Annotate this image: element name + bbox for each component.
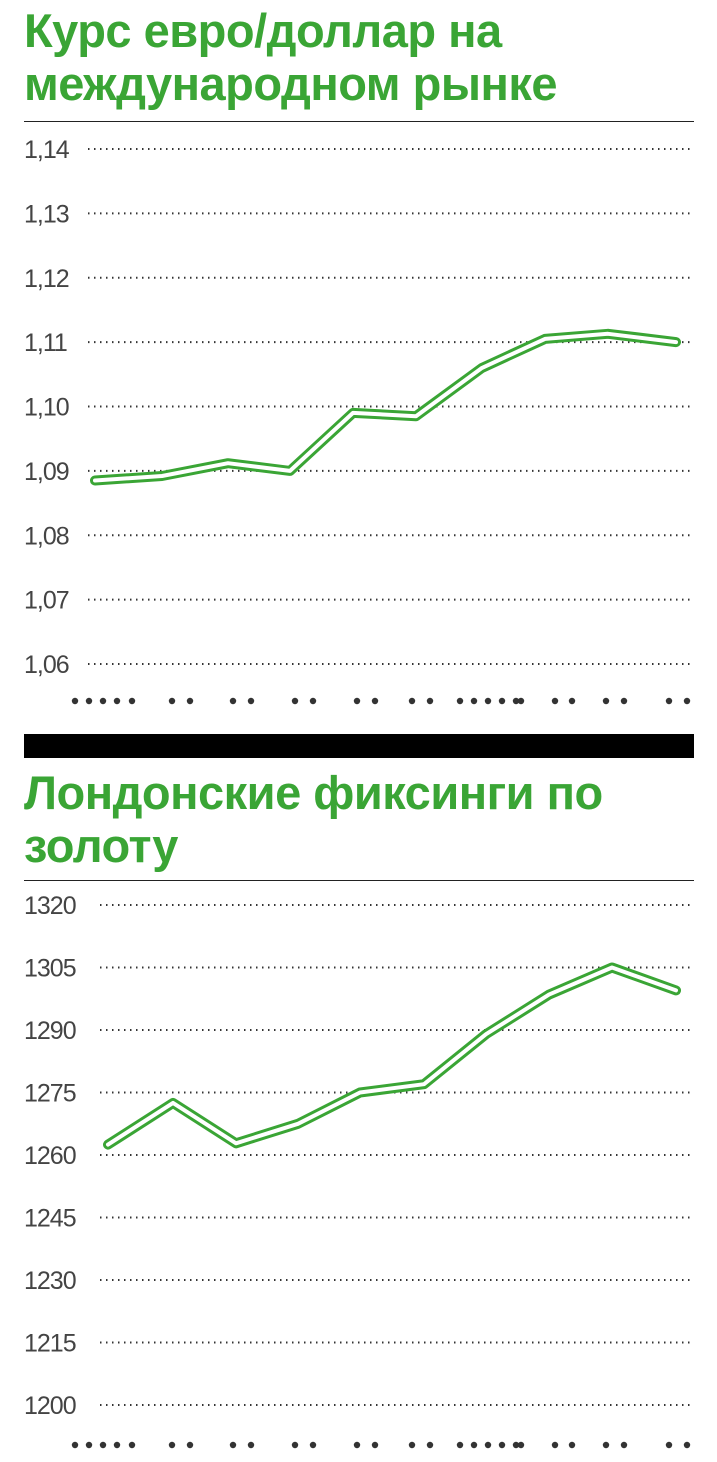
x-axis-dot xyxy=(602,697,610,705)
section-divider-bar xyxy=(24,734,694,758)
x-axis-dot xyxy=(484,1441,492,1449)
x-axis-dot xyxy=(71,1441,79,1449)
chart-title-eurusd: Курс евро/доллар на международном рынке xyxy=(24,4,558,110)
x-axis-dot xyxy=(568,1441,576,1449)
x-axis-dot xyxy=(291,697,299,705)
x-axis-dot xyxy=(512,697,520,705)
title-rule-eurusd xyxy=(24,121,694,122)
x-axis-dot xyxy=(371,1441,379,1449)
x-axis-dot xyxy=(168,697,176,705)
x-axis-dot xyxy=(498,697,506,705)
x-axis-dot xyxy=(665,697,673,705)
x-axis-dot xyxy=(353,697,361,705)
x-axis-dot xyxy=(456,1441,464,1449)
x-axis-dot xyxy=(309,1441,317,1449)
y-tick-label: 1200 xyxy=(24,1392,76,1420)
x-axis-dot xyxy=(408,1441,416,1449)
y-tick-label: 1,13 xyxy=(24,200,69,228)
y-tick-label: 1,07 xyxy=(24,587,69,615)
x-axis-dot xyxy=(512,1441,520,1449)
x-axis-dot xyxy=(128,1441,136,1449)
x-axis-dot xyxy=(551,1441,559,1449)
x-axis-dot xyxy=(517,697,525,705)
x-axis-dot xyxy=(113,1441,121,1449)
x-axis-dot xyxy=(291,1441,299,1449)
x-axis-dot xyxy=(247,697,255,705)
x-axis-dot xyxy=(426,1441,434,1449)
y-tick-label: 1215 xyxy=(24,1330,76,1358)
y-tick-label: 1245 xyxy=(24,1205,76,1233)
y-tick-label: 1,10 xyxy=(24,394,69,422)
x-axis-dot xyxy=(484,697,492,705)
eurusd-line-chart: 1,14 1,13 1,12 1,11 1,10 1,09 1,08 1,07 1,06 xyxy=(24,136,693,705)
x-axis-dot xyxy=(186,697,194,705)
y-tick-label: 1320 xyxy=(24,892,76,920)
x-axis-dot xyxy=(113,697,121,705)
series-line-inner xyxy=(106,965,678,1147)
x-axis-dot xyxy=(551,697,559,705)
x-axis-dot xyxy=(620,697,628,705)
y-tick-label: 1,12 xyxy=(24,265,69,293)
y-tick-label: 1,08 xyxy=(24,522,69,550)
y-tick-label: 1,14 xyxy=(24,136,70,164)
x-axis-dot xyxy=(470,1441,478,1449)
x-axis-dot xyxy=(517,1441,525,1449)
y-tick-label: 1305 xyxy=(24,955,76,983)
x-axis-dot xyxy=(247,1441,255,1449)
x-axis-dot xyxy=(602,1441,610,1449)
y-tick-label: 1290 xyxy=(24,1017,76,1045)
x-axis-dot xyxy=(426,697,434,705)
title-rule-gold xyxy=(24,880,694,881)
x-axis-dot xyxy=(568,697,576,705)
x-axis-dot xyxy=(229,1441,237,1449)
x-axis-dot xyxy=(186,1441,194,1449)
x-axis-dot xyxy=(353,1441,361,1449)
x-axis-dot xyxy=(229,697,237,705)
y-tick-label: 1275 xyxy=(24,1080,76,1108)
x-axis-dot xyxy=(683,697,691,705)
x-axis-dot xyxy=(168,1441,176,1449)
x-axis-dot xyxy=(408,697,416,705)
x-axis-dot xyxy=(498,1441,506,1449)
x-axis-dot xyxy=(470,697,478,705)
x-axis-dot xyxy=(683,1441,691,1449)
x-axis-dot xyxy=(456,697,464,705)
x-axis-dot xyxy=(99,697,107,705)
y-tick-label: 1230 xyxy=(24,1267,76,1295)
x-axis-dot xyxy=(71,697,79,705)
y-tick-label: 1,11 xyxy=(24,329,67,357)
x-axis-dot xyxy=(85,697,93,705)
x-axis-dot xyxy=(128,697,136,705)
x-axis-dot xyxy=(371,697,379,705)
x-axis-dot xyxy=(665,1441,673,1449)
y-tick-label: 1260 xyxy=(24,1142,76,1170)
series-line-inner xyxy=(93,331,678,483)
chart-title-gold: Лондонские фиксинги по золоту xyxy=(24,766,603,872)
x-axis-dot xyxy=(620,1441,628,1449)
x-axis-dot xyxy=(85,1441,93,1449)
x-axis-dot xyxy=(99,1441,107,1449)
x-axis-dot xyxy=(309,697,317,705)
y-tick-label: 1,06 xyxy=(24,651,69,679)
y-tick-label: 1,09 xyxy=(24,458,69,486)
